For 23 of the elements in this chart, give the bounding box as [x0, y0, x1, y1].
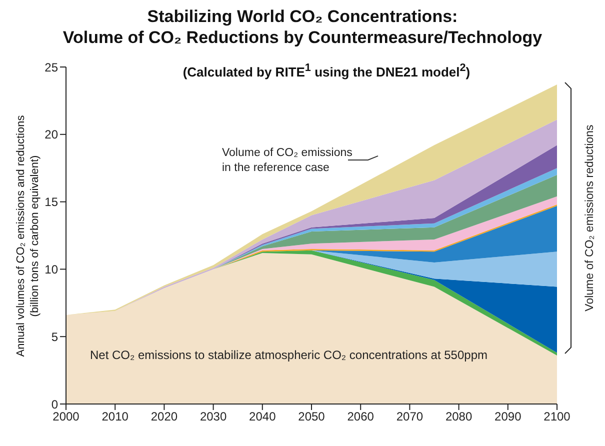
x-tick-label: 2050	[298, 410, 326, 424]
annotation: Net CO₂ emissions to stabilize atmospheric CO₂ concentrations at 550ppm	[90, 348, 488, 362]
x-tick-label: 2090	[494, 410, 522, 424]
y-tick-label: 25	[44, 60, 58, 74]
x-tick-label: 2040	[249, 410, 276, 424]
annotation: Volume of CO₂ emissions in the reference case	[222, 146, 352, 176]
x-tick-label: 2080	[445, 410, 472, 424]
x-tick-label: 2010	[102, 410, 129, 424]
y-tick-label: 0	[51, 397, 58, 412]
x-tick-label: 2100	[544, 410, 571, 424]
y-tick-label: 10	[44, 262, 58, 276]
x-tick-label: 2020	[150, 410, 178, 424]
y-tick-label: 20	[44, 128, 58, 142]
chart-subtitle: (Calculated by RITE$^{1}$ using the DNE21 model$^{2}$)	[182, 62, 472, 80]
x-tick-label: 2030	[200, 410, 227, 424]
y-tick-label: 15	[44, 195, 58, 210]
text: Volume of CO₂ emissions reductions	[584, 124, 596, 314]
x-tick-label: 2000	[52, 410, 80, 424]
x-tick-label: 2070	[396, 410, 424, 424]
chart-title: Stabilizing World CO₂ Concentrations: Volume of CO₂ Reductions by Countermeasure/Technology	[62, 6, 544, 48]
y-tick-label: 5	[51, 330, 58, 344]
x-tick-label: 2060	[347, 410, 374, 424]
y-axis-title: Annual volumes of CO₂ emissions and reductions (billion tons of carbon equivalent)	[14, 114, 42, 359]
